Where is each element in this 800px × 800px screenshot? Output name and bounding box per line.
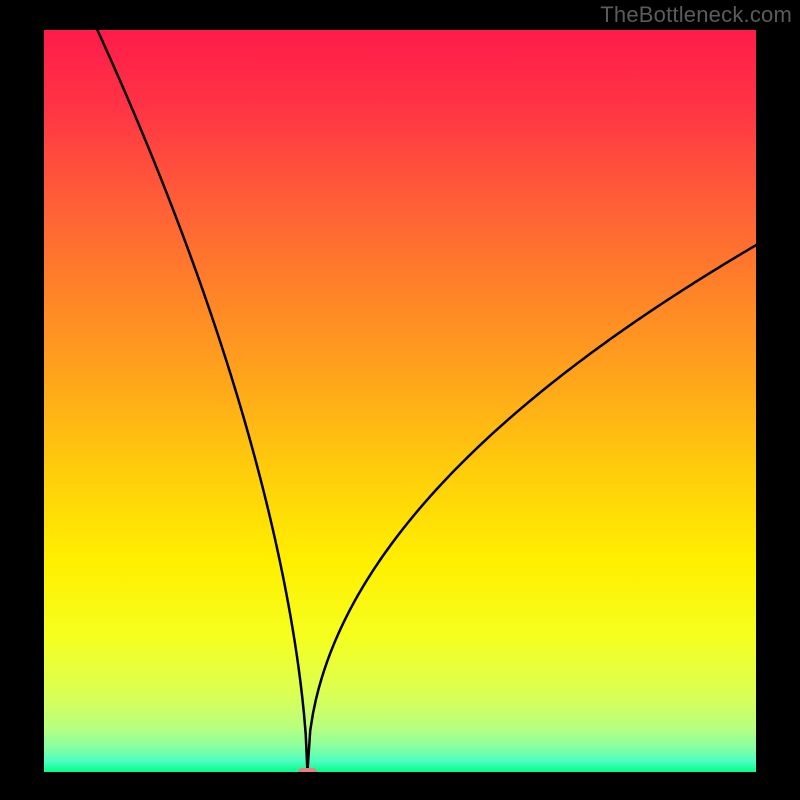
optimum-marker xyxy=(298,768,317,773)
bottleneck-curve xyxy=(44,30,756,772)
plot-area xyxy=(44,30,756,772)
chart-container: TheBottleneck.com xyxy=(0,0,800,800)
watermark: TheBottleneck.com xyxy=(600,2,792,28)
